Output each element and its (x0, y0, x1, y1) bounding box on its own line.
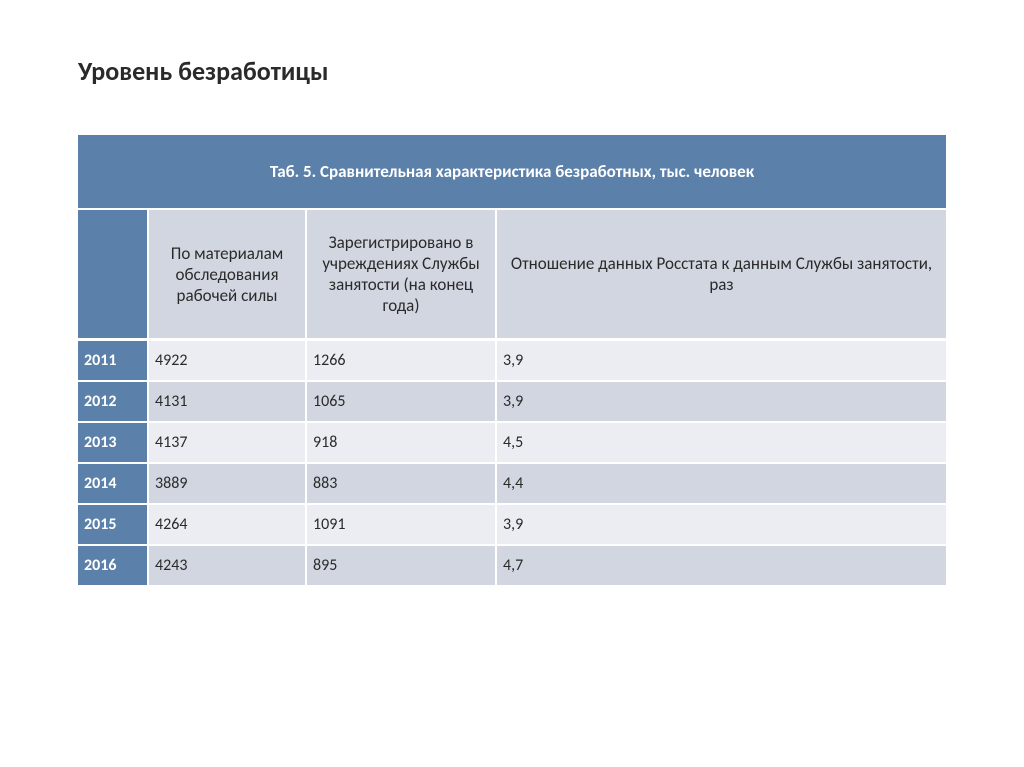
data-cell: 4243 (148, 545, 306, 586)
data-cell: 4,5 (496, 422, 946, 463)
table-row: 2014 3889 883 4,4 (78, 463, 946, 504)
table-header-row: По материалам обследования рабочей силы … (78, 209, 946, 340)
table-row: 2013 4137 918 4,5 (78, 422, 946, 463)
year-cell: 2013 (78, 422, 148, 463)
data-cell: 1065 (306, 381, 496, 422)
table-row: 2012 4131 1065 3,9 (78, 381, 946, 422)
table-caption-row: Таб. 5. Сравнительная характеристика без… (78, 135, 946, 209)
table-caption: Таб. 5. Сравнительная характеристика без… (78, 135, 946, 209)
data-cell: 4922 (148, 340, 306, 382)
column-header-year (78, 209, 148, 340)
data-cell: 918 (306, 422, 496, 463)
table-row: 2016 4243 895 4,7 (78, 545, 946, 586)
unemployment-table: Таб. 5. Сравнительная характеристика без… (78, 135, 946, 587)
data-cell: 3,9 (496, 504, 946, 545)
year-cell: 2011 (78, 340, 148, 382)
year-cell: 2012 (78, 381, 148, 422)
page-title: Уровень безработицы (78, 55, 946, 87)
data-cell: 4137 (148, 422, 306, 463)
data-cell: 883 (306, 463, 496, 504)
column-header-survey: По материалам обследования рабочей силы (148, 209, 306, 340)
data-cell: 4,4 (496, 463, 946, 504)
year-cell: 2015 (78, 504, 148, 545)
data-cell: 4,7 (496, 545, 946, 586)
data-cell: 895 (306, 545, 496, 586)
data-cell: 1266 (306, 340, 496, 382)
data-cell: 4264 (148, 504, 306, 545)
data-cell: 3889 (148, 463, 306, 504)
table-row: 2011 4922 1266 3,9 (78, 340, 946, 382)
data-cell: 3,9 (496, 340, 946, 382)
column-header-registered: Зарегистрировано в учреждениях Службы за… (306, 209, 496, 340)
table-row: 2015 4264 1091 3,9 (78, 504, 946, 545)
data-cell: 1091 (306, 504, 496, 545)
data-cell: 3,9 (496, 381, 946, 422)
column-header-ratio: Отношение данных Росстата к данным Служб… (496, 209, 946, 340)
data-cell: 4131 (148, 381, 306, 422)
year-cell: 2014 (78, 463, 148, 504)
year-cell: 2016 (78, 545, 148, 586)
